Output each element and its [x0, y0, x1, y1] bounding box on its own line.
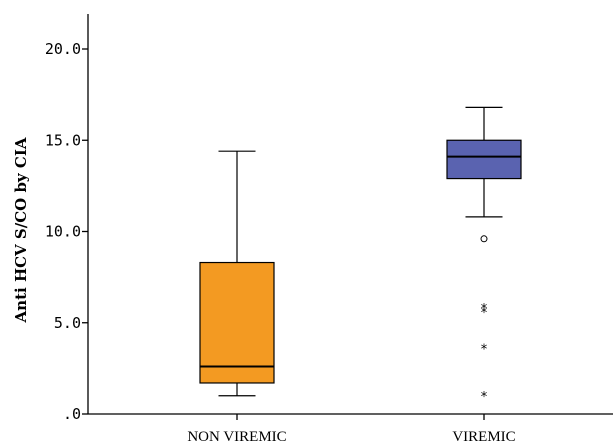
- boxes: ****: [199, 106, 522, 405]
- extreme-point: *: [481, 342, 488, 357]
- x-tick-label: NON VIREMIC: [187, 429, 286, 445]
- y-tick-label: .0: [63, 405, 81, 423]
- y-axis-title: Anti HCV S/CO by CIA: [12, 137, 30, 323]
- extreme-point: *: [481, 390, 488, 405]
- y-tick-label: 15.0: [45, 131, 81, 149]
- box-iqr: [199, 261, 275, 384]
- y-tick-label: 20.0: [45, 40, 81, 58]
- x-tick-label: VIREMIC: [452, 429, 515, 445]
- y-axis-ticks: .0 5.0 10.0 15.0 20.0: [45, 40, 88, 423]
- y-tick-label: 5.0: [54, 314, 81, 332]
- x-axis-ticks: NON VIREMIC VIREMIC: [187, 414, 516, 445]
- box-viremic: ****: [446, 106, 522, 405]
- y-tick-label: 10.0: [45, 223, 81, 241]
- box-iqr: [446, 139, 522, 180]
- extreme-point: *: [481, 306, 488, 321]
- box-non-viremic: [199, 150, 275, 397]
- extreme-point: *: [481, 302, 488, 317]
- outlier-point: [480, 235, 488, 243]
- axes: [87, 14, 613, 415]
